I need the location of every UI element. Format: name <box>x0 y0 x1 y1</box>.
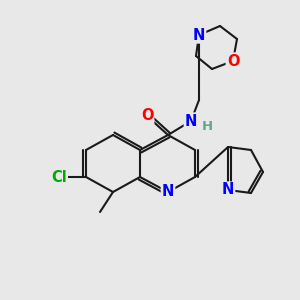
Text: N: N <box>162 184 174 200</box>
Text: Cl: Cl <box>51 169 67 184</box>
Text: H: H <box>201 121 213 134</box>
Text: N: N <box>185 113 197 128</box>
Text: N: N <box>193 28 205 43</box>
Text: O: O <box>141 109 153 124</box>
Text: O: O <box>227 53 239 68</box>
Text: N: N <box>222 182 234 197</box>
